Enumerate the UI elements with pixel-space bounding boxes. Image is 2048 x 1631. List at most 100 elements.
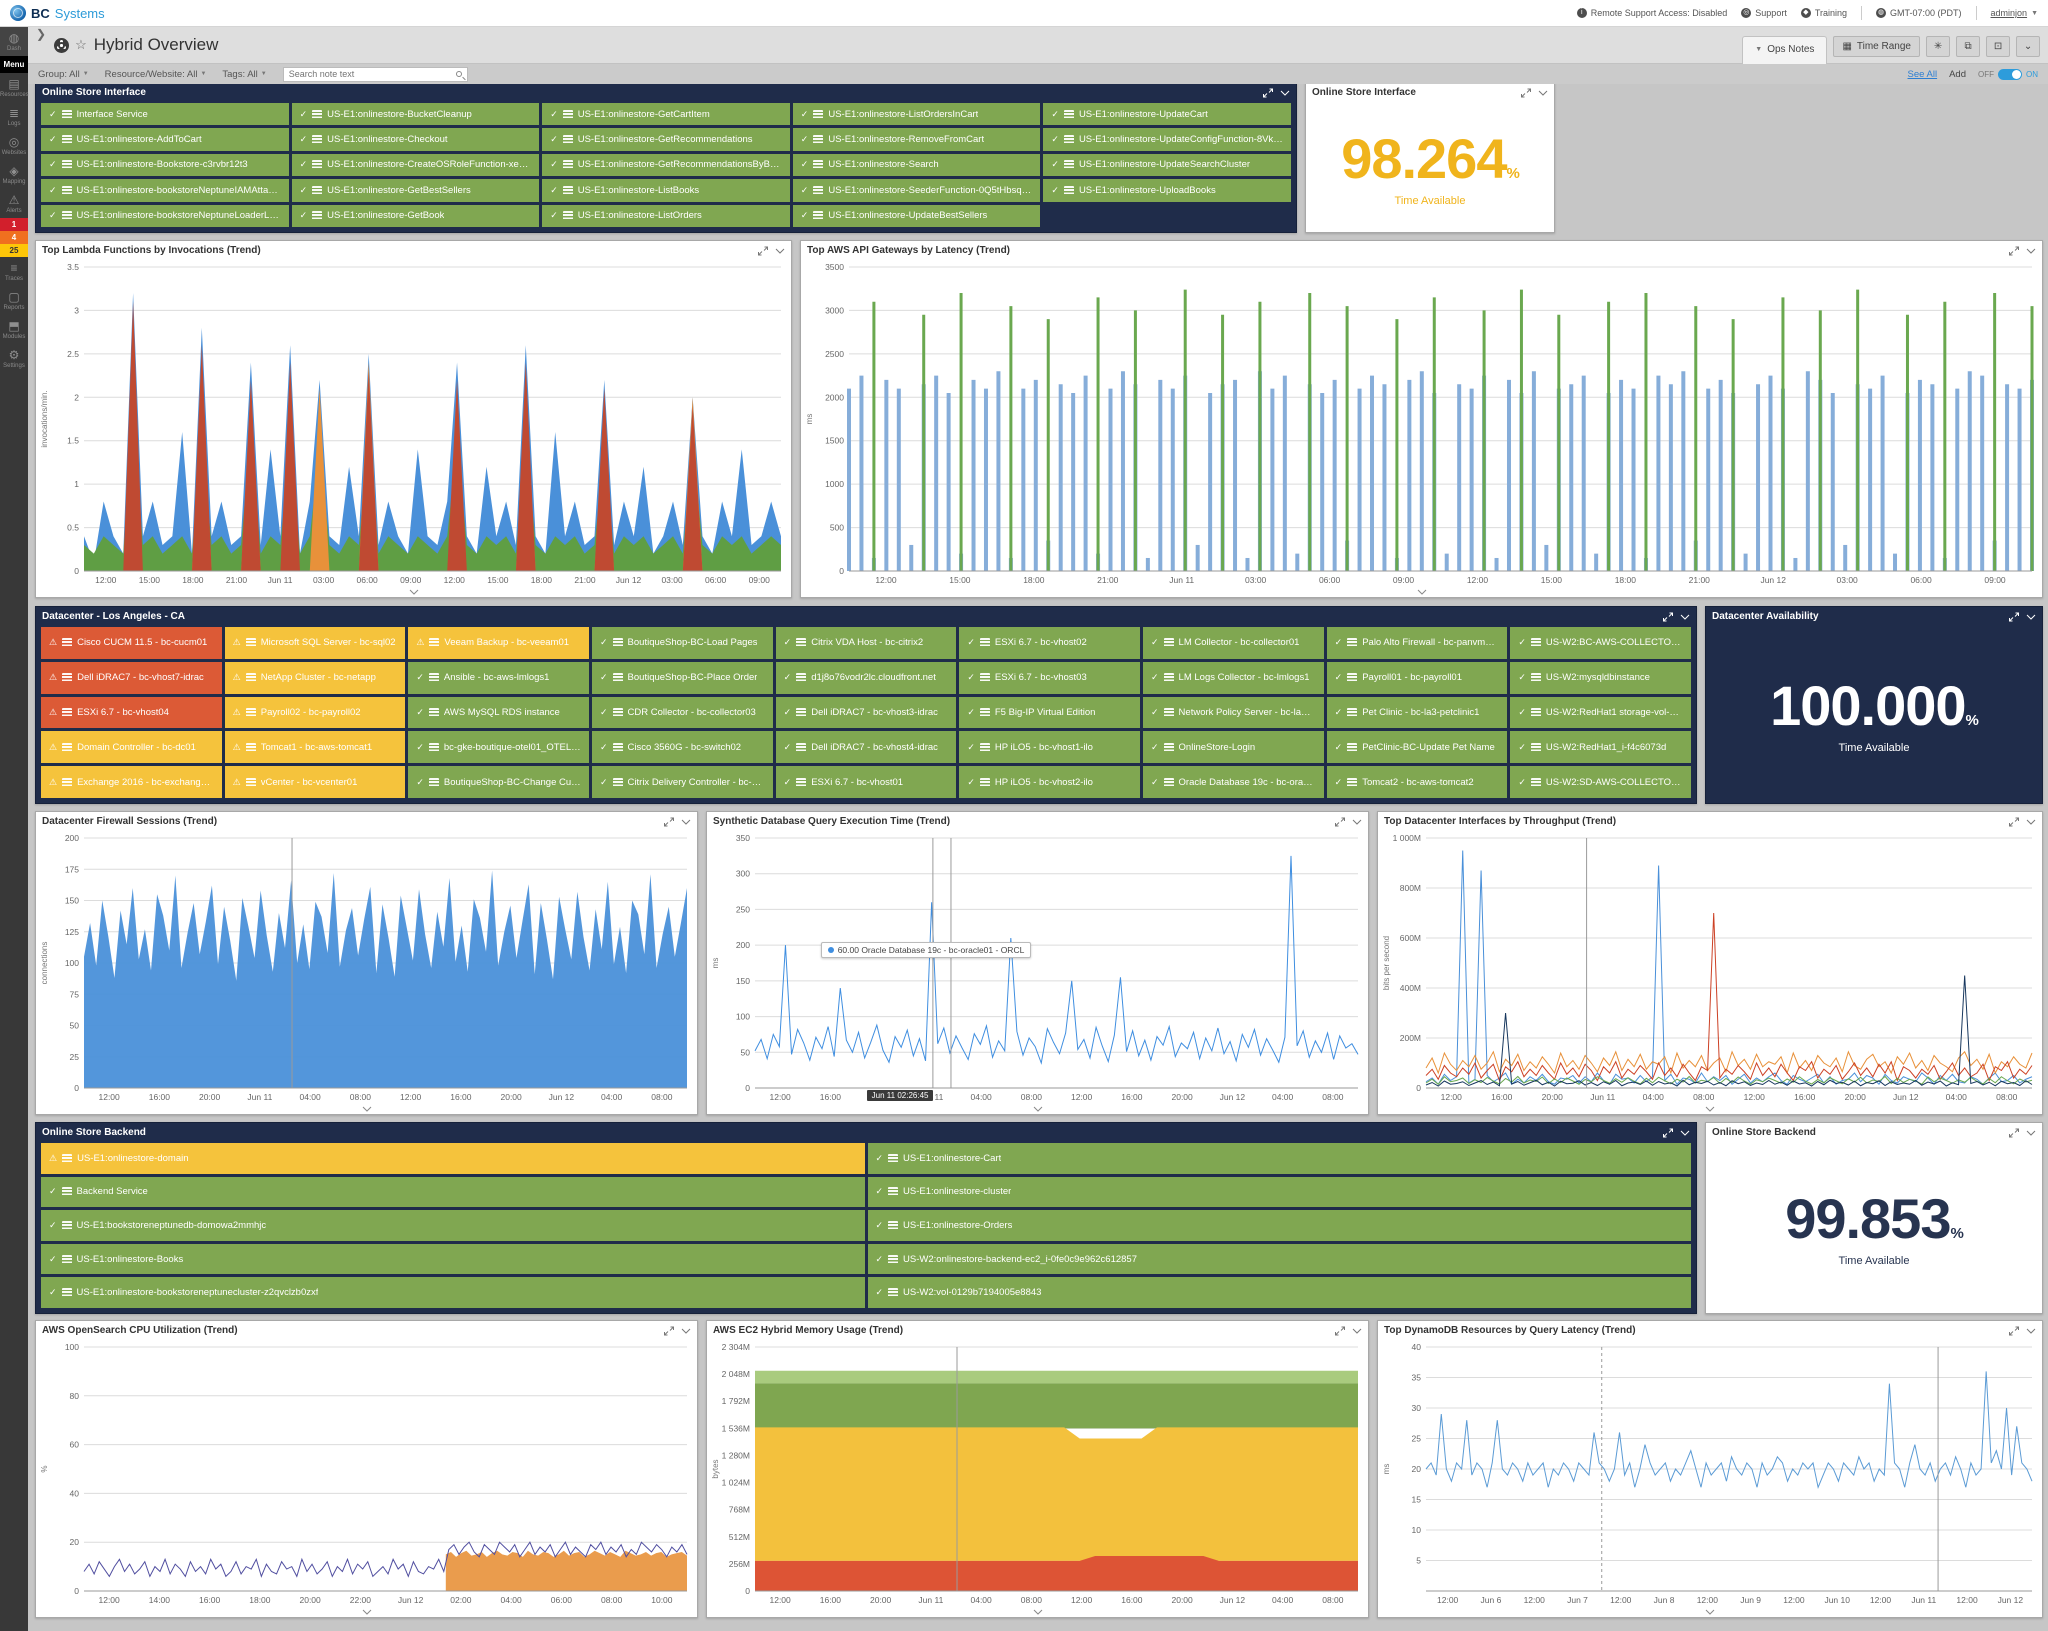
expand-panel-chevron-icon[interactable] [1402, 587, 1442, 597]
status-tile[interactable]: ✓ HP iLO5 - bc-vhost2-ilo [959, 766, 1140, 798]
status-tile[interactable]: ✓ US-E1:onlinestore-GetBestSellers [291, 179, 540, 202]
status-tile[interactable]: ✓ Interface Service [41, 103, 289, 126]
status-tile[interactable]: ✓ Dell iDRAC7 - bc-vhost3-idrac [775, 696, 957, 729]
sidebar-item-websites[interactable]: ◎ Websites [1, 135, 27, 157]
status-tile[interactable]: ✓ US-E1:onlinestore-UpdateCart [1043, 103, 1291, 126]
alert-badge-error[interactable]: 4 [0, 231, 28, 244]
sidebar-item-modules[interactable]: ⬒ Modules [0, 315, 28, 344]
status-tile[interactable]: ⚠ Domain Controller - bc-dc01 [41, 731, 222, 764]
panel-menu-chevron-icon[interactable] [775, 247, 785, 255]
expand-icon[interactable] [664, 817, 674, 827]
status-tile[interactable]: ✓ US-E1:onlinestore-bookstoreNeptuneLoade… [41, 204, 289, 227]
status-tile[interactable]: ✓ Tomcat2 - bc-aws-tomcat2 [1326, 766, 1508, 798]
status-tile[interactable]: ✓ US-E1:onlinestore-CreateOSRoleFunction-… [291, 153, 540, 177]
expand-icon[interactable] [1335, 817, 1345, 827]
status-tile[interactable]: ✓ Palo Alto Firewall - bc-panvm100 [1326, 627, 1508, 659]
status-tile[interactable]: ✓ US-E1:onlinestore-GetRecommendationsByB… [542, 153, 790, 177]
status-tile[interactable]: ✓ Pet Clinic - bc-la3-petclinic1 [1326, 696, 1508, 729]
status-tile[interactable]: ✓ US-E1:onlinestore-BucketCleanup [291, 103, 540, 126]
status-tile[interactable]: ✓ ESXi 6.7 - bc-vhost03 [959, 661, 1140, 694]
expand-icon[interactable] [2009, 1128, 2019, 1138]
expand-icon[interactable] [2009, 612, 2019, 622]
opensearch-cpu-chart[interactable]: 100 80 60 40 20 0 12:00 14:00 16:00 18:00 20:00 22:… [38, 1339, 695, 1606]
alert-badge-warning[interactable]: 25 [0, 244, 28, 257]
status-tile[interactable]: ✓ HP iLO5 - bc-vhost1-ilo [959, 731, 1140, 764]
status-tile[interactable]: ✓ US-E1:bookstoreneptunedb-domowa2mmhjc [41, 1210, 865, 1241]
panel-menu-chevron-icon[interactable] [2026, 818, 2036, 826]
status-tile[interactable]: ✓ Cisco 3560G - bc-switch02 [592, 731, 773, 764]
panel-menu-chevron-icon[interactable] [2026, 1327, 2036, 1335]
annotations-button[interactable]: ✳ [1926, 36, 1950, 57]
status-tile[interactable]: ⚠ NetApp Cluster - bc-netapp [224, 661, 406, 694]
more-actions-button[interactable]: ⌄ [2016, 36, 2040, 57]
status-tile[interactable]: ✓ US-W2:vol-0129b7194005e8843 [867, 1277, 1691, 1308]
expand-icon[interactable] [664, 1326, 674, 1336]
expand-panel-chevron-icon[interactable] [347, 1607, 387, 1617]
panel-menu-chevron-icon[interactable] [1352, 1327, 1362, 1335]
favorite-star-icon[interactable]: ☆ [75, 37, 87, 52]
see-all-link[interactable]: See All [1907, 68, 1938, 80]
panel-menu-chevron-icon[interactable] [1680, 1129, 1690, 1137]
lambda-invocations-chart[interactable]: 3.5 3 2.5 2 1.5 1 0.5 0 12:00 15:00 18:00 21:00 Jun … [38, 259, 789, 586]
status-tile[interactable]: ✓ Citrix VDA Host - bc-citrix2 [775, 627, 957, 659]
status-tile[interactable]: ✓ US-E1:onlinestore-Checkout [291, 128, 540, 151]
status-tile[interactable]: ✓ CDR Collector - bc-collector03 [592, 696, 773, 729]
api-gateway-latency-chart[interactable]: 3500 3000 2500 2000 1500 1000 500 0 12:00 15:00 18… [803, 259, 2040, 586]
status-tile[interactable]: ✓ US-E1:onlinestore-UpdateBestSellers [792, 204, 1041, 227]
status-tile[interactable]: ✓ BoutiqueShop-BC-Load Pages [592, 627, 773, 659]
group-filter[interactable]: Group: All ▼ [38, 68, 89, 80]
time-range-button[interactable]: ▦ Time Range [1833, 36, 1920, 57]
sidebar-item-reports[interactable]: ▢ Reports [0, 286, 28, 315]
status-tile[interactable]: ✓ US-E1:onlinestore-Books [41, 1243, 865, 1275]
status-tile[interactable]: ✓ US-W2:onlinestore-backend-ec2_i-0fe0c9e… [867, 1243, 1691, 1275]
status-tile[interactable]: ✓ US-E1:onlinestore-bookstoreNeptuneIAMAt… [41, 179, 289, 202]
status-tile[interactable]: ⚠ Dell iDRAC7 - bc-vhost7-idrac [41, 661, 222, 694]
toggle-switch[interactable] [1998, 68, 2022, 80]
expand-panel-chevron-icon[interactable] [394, 587, 434, 597]
expand-panel-chevron-icon[interactable] [1690, 1607, 1730, 1617]
expand-icon[interactable] [2009, 817, 2019, 827]
status-tile[interactable]: ✓ US-E1:onlinestore-bookstoreneptuneclust… [41, 1277, 865, 1308]
status-tile[interactable]: ⚠ Exchange 2016 - bc-exchange03 [41, 766, 222, 798]
status-tile[interactable]: ⚠ Microsoft SQL Server - bc-sql02 [224, 627, 406, 659]
status-tile[interactable]: ✓ US-E1:onlinestore-Search [792, 153, 1041, 177]
panel-menu-chevron-icon[interactable] [1680, 613, 1690, 621]
panel-menu-chevron-icon[interactable] [681, 818, 691, 826]
expand-icon[interactable] [758, 246, 768, 256]
dynamodb-latency-chart[interactable]: 40 35 30 25 20 15 10 5 12:00 Jun 6 12:00 Jun 7 12:00… [1380, 1339, 2040, 1606]
resource-filter[interactable]: Resource/Website: All ▼ [104, 68, 207, 80]
status-tile[interactable]: ✓ F5 Big-IP Virtual Edition [959, 696, 1140, 729]
status-tile[interactable]: ✓ US-E1:onlinestore-RemoveFromCart [792, 128, 1041, 151]
ops-notes-tab[interactable]: ▼ Ops Notes [1742, 36, 1828, 64]
expand-panel-chevron-icon[interactable] [1018, 1607, 1058, 1617]
status-tile[interactable]: ✓ BoutiqueShop-BC-Place Order [592, 661, 773, 694]
notes-toggle[interactable]: OFF ON [1978, 68, 2038, 80]
expand-icon[interactable] [1663, 612, 1673, 622]
ec2-memory-chart[interactable]: 2 304M 2 048M 1 792M 1 536M 1 280M 1 024M 768M… [709, 1339, 1366, 1606]
support-link[interactable]: ◎ Support [1741, 8, 1787, 18]
status-tile[interactable]: ✓ d1j8o76vodr2lc.cloudfront.net [775, 661, 957, 694]
status-tile[interactable]: ✓ ESXi 6.7 - bc-vhost01 [775, 766, 957, 798]
remote-support-status[interactable]: i Remote Support Access: Disabled [1576, 8, 1727, 18]
panel-menu-chevron-icon[interactable] [1280, 89, 1290, 97]
status-tile[interactable]: ✓ OnlineStore-Login [1143, 731, 1324, 764]
status-tile[interactable]: ✓ US-E1:onlinestore-Cart [867, 1143, 1691, 1174]
status-tile[interactable]: ✓ BoutiqueShop-BC-Change Currency [408, 766, 589, 798]
status-tile[interactable]: ✓ LM Collector - bc-collector01 [1143, 627, 1324, 659]
expand-icon[interactable] [1263, 88, 1273, 98]
sidebar-item-dash[interactable]: ◍ Dash [0, 27, 28, 56]
status-tile[interactable]: ⚠ ESXi 6.7 - bc-vhost04 [41, 696, 222, 729]
status-tile[interactable]: ⚠ vCenter - bc-vcenter01 [224, 766, 406, 798]
panel-menu-chevron-icon[interactable] [2026, 247, 2036, 255]
search-icon[interactable] [455, 71, 462, 77]
add-button[interactable]: Add [1949, 68, 1966, 80]
panel-menu-chevron-icon[interactable] [2026, 1129, 2036, 1137]
panel-menu-chevron-icon[interactable] [2026, 613, 2036, 621]
status-tile[interactable]: ✓ AWS MySQL RDS instance [408, 696, 589, 729]
user-menu[interactable]: adminjon ▼ [1990, 8, 2038, 18]
status-tile[interactable]: ✓ US-E1:onlinestore-GetRecommendations [542, 128, 790, 151]
status-tile[interactable]: ⚠ Payroll02 - bc-payroll02 [224, 696, 406, 729]
sidebar-item-resources[interactable]: ▤ Resources [0, 77, 29, 99]
status-tile[interactable]: ✓ US-E1:onlinestore-UploadBooks [1043, 179, 1291, 202]
status-tile[interactable]: ✓ Citrix Delivery Controller - bc-citrix1 [592, 766, 773, 798]
